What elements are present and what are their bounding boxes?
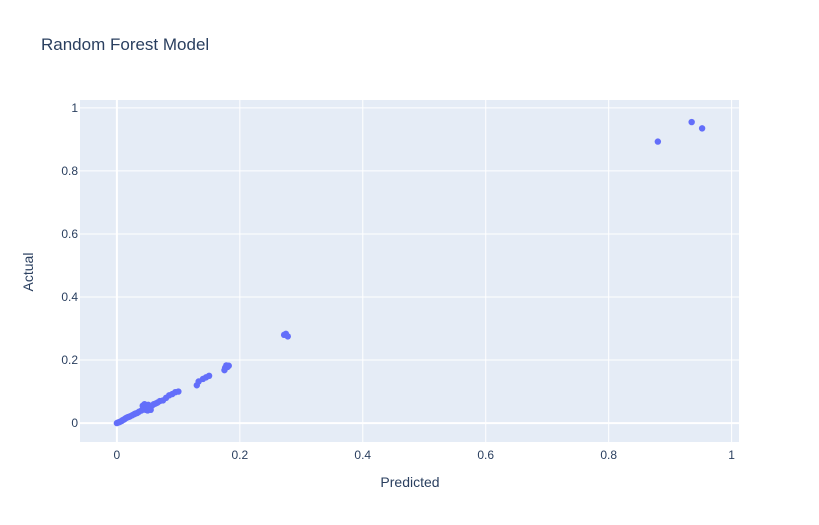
- data-point: [225, 362, 232, 369]
- data-point: [698, 125, 706, 132]
- data-point: [284, 333, 291, 340]
- x-tick-label: 0: [114, 448, 121, 462]
- grid: [80, 100, 739, 442]
- y-tick-label: 0.2: [61, 353, 78, 367]
- y-tick-label: 0.4: [61, 290, 78, 304]
- y-tick-label: 0.8: [61, 164, 78, 178]
- data-point: [654, 138, 662, 145]
- x-tick-label: 0.8: [600, 448, 617, 462]
- y-tick-label: 0: [71, 416, 78, 430]
- x-tick-label: 0.4: [354, 448, 371, 462]
- y-tick-label: 0.6: [61, 227, 78, 241]
- data-point: [175, 388, 182, 395]
- x-tick-label: 0.6: [477, 448, 494, 462]
- x-axis-ticks: 0 0.2 0.4 0.6 0.8 1: [114, 448, 736, 462]
- data-points: [113, 118, 706, 427]
- data-point: [688, 118, 695, 126]
- chart-title: Random Forest Model: [41, 35, 209, 54]
- plot-area: [80, 100, 739, 442]
- y-axis-ticks: 0 0.2 0.4 0.6 0.8 1: [61, 101, 78, 430]
- y-axis-title: Actual: [20, 253, 36, 292]
- y-tick-label: 1: [71, 101, 78, 115]
- x-axis-title: Predicted: [380, 474, 439, 490]
- data-point: [205, 372, 213, 380]
- x-tick-label: 0.2: [231, 448, 248, 462]
- x-tick-label: 1: [728, 448, 735, 462]
